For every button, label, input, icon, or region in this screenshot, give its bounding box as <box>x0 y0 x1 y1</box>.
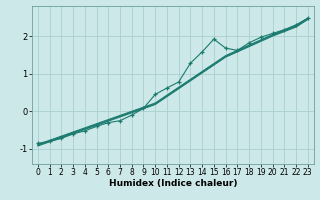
X-axis label: Humidex (Indice chaleur): Humidex (Indice chaleur) <box>108 179 237 188</box>
